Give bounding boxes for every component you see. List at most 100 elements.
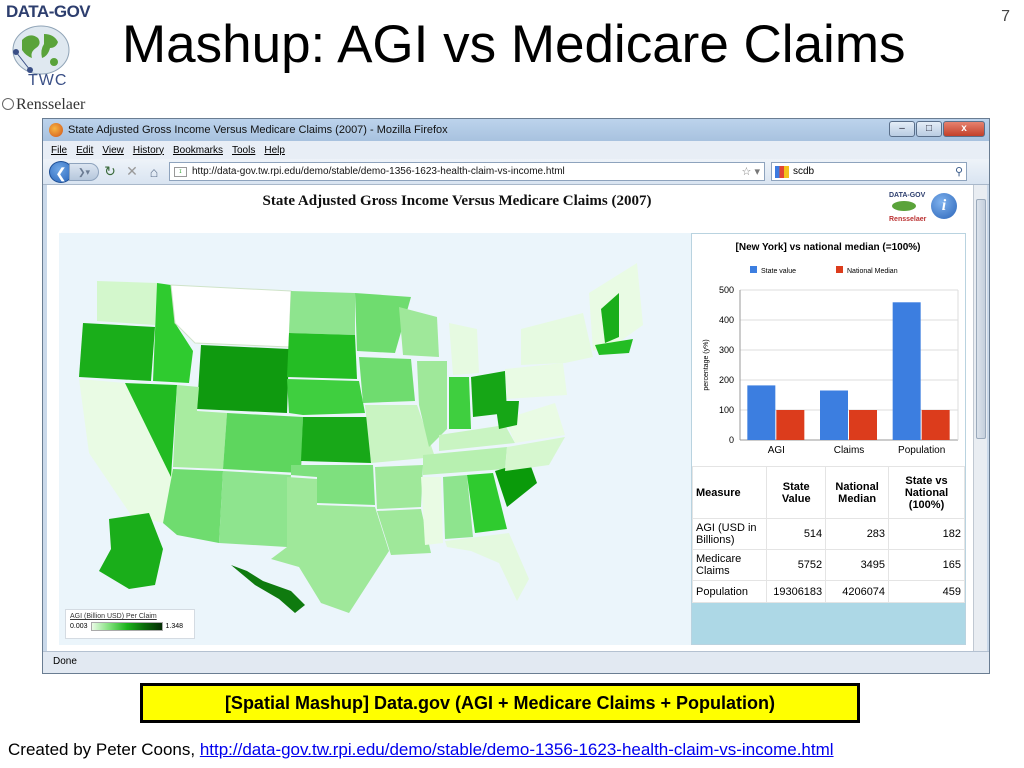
state-montana (170, 284, 292, 348)
table-row: AGI (USD in Billions) 514 283 182 (691, 518, 965, 550)
legend-scale: 0.003 1.348 (70, 622, 190, 631)
bar-agi-1 (776, 410, 805, 440)
status-bar: Done (43, 651, 989, 673)
window-titlebar[interactable]: State Adjusted Gross Income Versus Medic… (43, 119, 989, 141)
demo-link[interactable]: http://data-gov.tw.rpi.edu/demo/stable/d… (199, 740, 834, 759)
page-content: State Adjusted Gross Income Versus Medic… (47, 185, 973, 651)
menu-edit[interactable]: Edit (76, 144, 94, 156)
state-idaho (153, 283, 193, 383)
state-alaska (99, 513, 163, 589)
table-cell: 165 (888, 549, 965, 581)
table-cell: 283 (825, 518, 890, 550)
state-north-dakota (289, 291, 355, 335)
search-value: scdb (793, 166, 815, 177)
logo-top-text: DATA-GOV (6, 2, 91, 21)
state-north-carolina (505, 437, 565, 471)
table-cell: 182 (888, 518, 965, 550)
state-oregon (79, 323, 155, 381)
menu-bookmarks[interactable]: Bookmarks (172, 144, 223, 156)
y-tick-label: 100 (719, 405, 734, 415)
legend-label-0: State value (761, 268, 796, 275)
forward-button[interactable]: ❯▾ (69, 162, 99, 181)
page-logo-text: DATA-GOV (889, 192, 926, 199)
search-bar[interactable]: scdb ⚲ (771, 162, 967, 181)
table-cell: 514 (766, 518, 827, 550)
state-georgia (467, 473, 507, 533)
y-tick-label: 500 (719, 285, 734, 295)
table-cell: 5752 (766, 549, 827, 581)
google-icon[interactable] (775, 165, 789, 178)
menu-tools[interactable]: Tools (232, 144, 256, 156)
credit-prefix: Created by Peter Coons, (8, 740, 200, 759)
table-cell: 3495 (825, 549, 890, 581)
logo-rensselaer: Rensselaer (2, 96, 85, 114)
state-texas (271, 477, 389, 613)
state-tennessee (423, 447, 507, 475)
caption-box: [Spatial Mashup] Data.gov (AGI + Medicar… (140, 683, 860, 723)
state-new-mexico (219, 471, 291, 547)
state-kentucky (439, 425, 515, 451)
state-new-york (521, 313, 593, 365)
minimize-button[interactable]: – (889, 121, 915, 137)
state-missouri (365, 405, 435, 463)
globe-icon (12, 25, 70, 75)
menu-file[interactable]: File (51, 144, 68, 156)
table-cell: 4206074 (825, 580, 890, 603)
slide-title: Mashup: AGI vs Medicare Claims (122, 15, 906, 74)
state-colorado (223, 413, 303, 473)
close-button[interactable]: x (943, 121, 985, 137)
state-washington (97, 281, 157, 325)
search-icon[interactable]: ⚲ (954, 166, 963, 178)
stop-icon[interactable]: ✕ (126, 163, 138, 179)
us-map-svg[interactable] (59, 233, 691, 645)
table-cell: 19306183 (766, 580, 827, 603)
url-bar[interactable]: ɪ http://data-gov.tw.rpi.edu/demo/stable… (169, 162, 765, 181)
y-tick-label: 0 (729, 435, 734, 445)
table-header-row: Measure State Value National Median Stat… (691, 466, 965, 519)
seal-icon (2, 98, 14, 110)
table-row: Population 19306183 4206074 459 (691, 580, 965, 603)
credit-line: Created by Peter Coons, http://data-gov.… (8, 740, 834, 760)
state-hawaii (231, 565, 305, 613)
legend-label-1: National Median (847, 268, 898, 275)
menu-history[interactable]: History (132, 144, 164, 156)
bookmark-star-icon[interactable]: ☆ ▾ (741, 166, 760, 178)
menu-help[interactable]: Help (264, 144, 285, 156)
scrollbar-thumb[interactable] (976, 199, 986, 439)
reload-icon[interactable]: ↻ (104, 163, 116, 179)
y-tick-label: 200 (719, 375, 734, 385)
bar-chart[interactable]: [New York] vs national median (=100%) Sta… (692, 234, 965, 466)
state-west-virginia (495, 401, 519, 429)
us-choropleth-map[interactable]: AGI (Billion USD) Per Claim 0.003 1.348 (59, 233, 691, 645)
legend-swatch-0 (750, 266, 757, 273)
info-icon[interactable]: i (931, 193, 957, 219)
table-row: Medicare Claims 5752 3495 165 (691, 549, 965, 581)
bar-claims-0 (820, 390, 848, 440)
state-minnesota (355, 293, 411, 353)
header-national-median: National Median (825, 466, 890, 519)
x-tick-label: Population (898, 445, 945, 456)
state-detail-panel: [New York] vs national median (=100%) Sta… (691, 233, 966, 645)
table-cell: Population (691, 580, 768, 603)
logo-twc-text: TWC (28, 72, 68, 89)
header-measure: Measure (691, 466, 768, 519)
state-california (79, 379, 179, 523)
menu-view[interactable]: View (102, 144, 124, 156)
home-icon[interactable]: ⌂ (149, 163, 159, 180)
state-mississippi (421, 477, 443, 545)
vertical-scrollbar[interactable] (973, 185, 987, 651)
site-favicon: ɪ (174, 166, 187, 177)
navigation-toolbar: ❮ ❯▾ ↻ ✕ ⌂ ɪ http://data-gov.tw.rpi.edu/… (43, 159, 989, 185)
maximize-button[interactable]: □ (916, 121, 942, 137)
state-kansas (301, 417, 371, 463)
state-iowa (359, 357, 415, 403)
map-legend: AGI (Billion USD) Per Claim 0.003 1.348 (65, 609, 195, 639)
state-utah (173, 385, 227, 469)
state-south-dakota (287, 333, 357, 379)
state-alabama (443, 475, 473, 539)
legend-title: AGI (Billion USD) Per Claim (70, 613, 157, 620)
legend-max: 1.348 (165, 623, 184, 630)
page-logo-sub: Rensselaer (889, 216, 927, 223)
legend-swatch-1 (836, 266, 843, 273)
